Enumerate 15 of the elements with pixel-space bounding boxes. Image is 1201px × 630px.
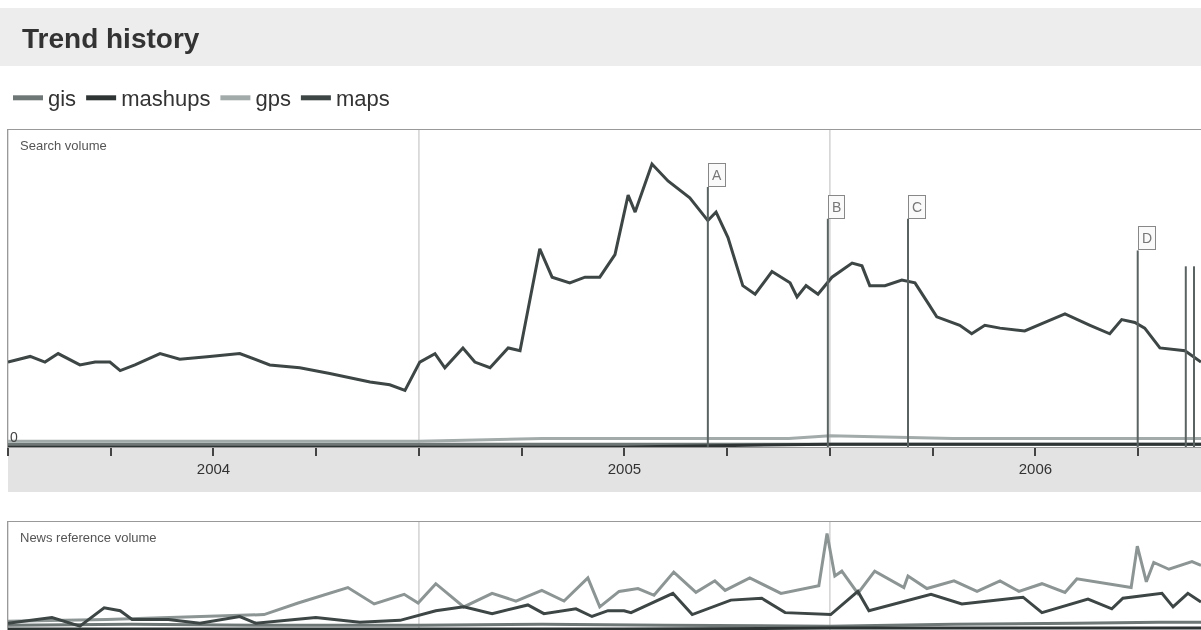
y-axis-title: Search volume (20, 138, 107, 153)
ref-line-label: D (1142, 230, 1153, 246)
legend-label: gps (255, 86, 291, 112)
x-tick-label: 2004 (196, 460, 231, 477)
x-tick-label: 2006 (1018, 460, 1053, 477)
y-axis-title: News reference volume (20, 530, 157, 545)
ref-line-label: A (712, 167, 722, 183)
ref-line-label: C (912, 199, 923, 215)
x-tick-label: 2005 (607, 460, 642, 477)
legend-label: mashups (121, 86, 211, 112)
legend-label: maps (335, 86, 390, 112)
ref-line-label: B (832, 199, 842, 215)
legend-label: gis (48, 86, 77, 112)
annotation: 0 (10, 429, 18, 445)
chart-title: Trend history (22, 23, 200, 54)
